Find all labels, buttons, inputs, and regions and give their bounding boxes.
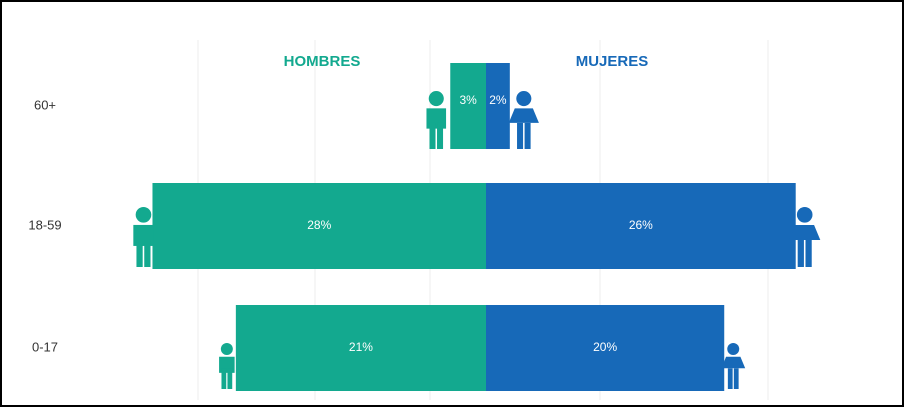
legend-label: MUJERES — [576, 53, 649, 70]
icon-leg — [437, 122, 444, 149]
person-icon — [721, 343, 746, 389]
icon-body — [426, 108, 447, 129]
icon-head — [220, 343, 233, 355]
person-icon — [219, 343, 235, 389]
icon-head — [135, 207, 152, 223]
icon-leg — [797, 240, 804, 267]
icon-body — [789, 224, 821, 240]
icon-leg — [227, 368, 233, 389]
value-label: 2% — [489, 93, 507, 107]
bar — [486, 183, 796, 269]
icon-leg — [805, 240, 812, 267]
icon-head — [516, 91, 532, 107]
icon-leg — [136, 240, 143, 267]
icon-body — [219, 356, 235, 373]
icon-head — [796, 207, 813, 223]
legend-label: HOMBRES — [284, 53, 361, 70]
bar — [486, 305, 725, 391]
person-icon — [789, 207, 821, 267]
y-tick-label: 60+ — [34, 97, 56, 112]
person-icon — [133, 207, 154, 267]
icon-head — [727, 343, 740, 355]
bar — [235, 305, 486, 391]
value-label: 26% — [629, 218, 653, 232]
icon-leg — [429, 122, 436, 149]
icon-body — [508, 108, 539, 123]
value-label: 28% — [307, 218, 331, 232]
icon-body — [133, 224, 154, 246]
icon-leg — [727, 368, 733, 389]
icon-leg — [144, 240, 151, 267]
y-tick-label: 18-59 — [28, 217, 61, 232]
value-label: 20% — [593, 340, 617, 354]
person-icon — [508, 91, 539, 149]
icon-leg — [221, 368, 227, 389]
y-tick-label: 0-17 — [32, 339, 58, 354]
icon-body — [721, 356, 746, 369]
icon-leg — [517, 122, 524, 149]
bar — [450, 63, 486, 149]
value-label: 21% — [349, 340, 373, 354]
icon-leg — [524, 122, 531, 149]
person-icon — [426, 91, 447, 149]
icon-leg — [733, 368, 739, 389]
bar — [486, 63, 510, 149]
value-label: 3% — [459, 93, 477, 107]
bar — [152, 183, 486, 269]
icon-head — [428, 91, 444, 107]
